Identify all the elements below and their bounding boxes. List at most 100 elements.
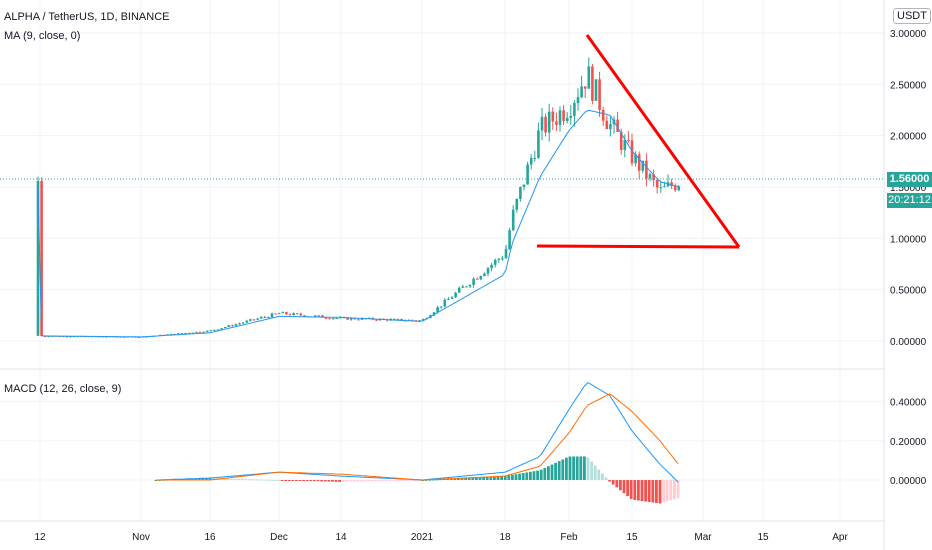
candle-body: [583, 86, 587, 89]
candle-body: [475, 278, 479, 280]
macd-histogram: [154, 456, 680, 504]
candle-body: [303, 315, 306, 317]
candle-body: [209, 330, 213, 332]
candle-body: [673, 186, 677, 191]
histogram-bar: [579, 456, 583, 480]
candle-body: [418, 320, 421, 322]
histogram-bar: [334, 480, 338, 482]
candle-body: [295, 313, 299, 315]
histogram-bar: [280, 480, 284, 481]
candle-body: [252, 319, 256, 321]
candle-body: [432, 312, 436, 316]
candle-body: [634, 154, 637, 164]
histogram-bar: [529, 471, 532, 480]
histogram-bar: [626, 480, 629, 497]
candle-body: [288, 314, 292, 316]
time-axis[interactable]: 12 Nov 16 Dec 14 2021 18 Feb 15 Mar 15 Apr: [34, 532, 848, 543]
candle-body: [609, 124, 612, 130]
histogram-bar: [241, 478, 244, 480]
candle-body: [144, 336, 148, 338]
ma-indicator-label[interactable]: MA (9, close, 0): [4, 30, 81, 42]
histogram-bar: [208, 478, 212, 480]
candle-body: [472, 278, 475, 286]
histogram-bar: [341, 480, 345, 482]
histogram-bar: [413, 480, 417, 481]
histogram-bar: [295, 480, 298, 481]
candle-body: [439, 306, 443, 308]
candle-body: [605, 120, 609, 130]
triangle-drawing[interactable]: [536, 34, 741, 249]
histogram-bar: [190, 478, 194, 480]
candle-body: [259, 317, 263, 319]
candle-body: [598, 79, 601, 110]
candle-body: [601, 109, 605, 121]
histogram-bar: [583, 456, 586, 480]
histogram-bar: [338, 480, 341, 482]
current-price-tag: 1.56000: [887, 172, 932, 187]
candle-body: [267, 317, 270, 319]
histogram-bar: [248, 479, 251, 481]
candle-body: [519, 186, 522, 200]
histogram-bar: [439, 479, 442, 481]
candle-body: [652, 174, 655, 181]
histogram-bar: [539, 469, 543, 480]
histogram-bar: [410, 480, 413, 481]
candle-body: [547, 111, 551, 133]
candle-body: [421, 319, 425, 321]
histogram-bar: [665, 480, 669, 502]
histogram-bar: [633, 480, 637, 500]
histogram-bar: [647, 480, 651, 503]
candle-body: [65, 336, 69, 338]
trendline-bottom[interactable]: [536, 244, 740, 249]
candle-body: [40, 180, 43, 337]
histogram-bar: [194, 478, 197, 480]
histogram-bar: [482, 477, 485, 480]
candle-body: [436, 307, 439, 313]
candle-body: [299, 313, 303, 316]
symbol-title[interactable]: ALPHA / TetherUS, 1D, BINANCE: [4, 11, 170, 23]
histogram-bar: [316, 480, 320, 482]
histogram-bar: [187, 478, 190, 480]
moving-average-line: [37, 109, 679, 338]
candle-body: [292, 313, 295, 316]
histogram-bar: [622, 480, 626, 494]
candle-body: [558, 110, 562, 125]
candle-body: [328, 318, 331, 320]
histogram-bar: [223, 478, 226, 480]
histogram-bar: [493, 476, 496, 480]
histogram-bar: [212, 478, 215, 480]
currency-badge[interactable]: USDT: [893, 8, 931, 24]
histogram-bar: [525, 472, 529, 480]
histogram-bar: [572, 456, 575, 480]
histogram-bar: [273, 479, 277, 481]
histogram-bar: [561, 459, 565, 480]
histogram-bar: [471, 477, 475, 480]
candle-body: [677, 186, 681, 191]
candle-body: [234, 324, 238, 326]
candle-body: [169, 333, 173, 335]
trendline-top[interactable]: [585, 34, 741, 248]
candle-body: [227, 325, 231, 327]
histogram-bar: [392, 480, 395, 481]
histogram-bar: [521, 473, 525, 480]
price-tick-label: 2.50000: [890, 80, 927, 91]
macd-indicator-label[interactable]: MACD (12, 26, close, 9): [4, 383, 122, 395]
macd-axis[interactable]: 0.40000 0.20000 0.00000: [890, 398, 927, 487]
candle-body: [587, 66, 591, 89]
candle-body: [198, 331, 202, 333]
candle-body: [641, 160, 645, 171]
candle-body: [450, 297, 454, 299]
price-axis[interactable]: 3.00000 2.50000 2.00000 1.50000 1.00000 0.500…: [890, 29, 927, 348]
pane-border: [0, 0, 885, 550]
histogram-bar: [449, 478, 453, 480]
histogram-bar: [514, 474, 518, 480]
histogram-bar: [565, 457, 568, 480]
candle-body: [220, 328, 223, 330]
candle-body: [313, 315, 317, 317]
histogram-bar: [644, 480, 647, 502]
histogram-bar: [453, 478, 457, 480]
candle-body: [562, 110, 565, 121]
histogram-bar: [428, 479, 431, 481]
candle-body: [191, 332, 195, 334]
